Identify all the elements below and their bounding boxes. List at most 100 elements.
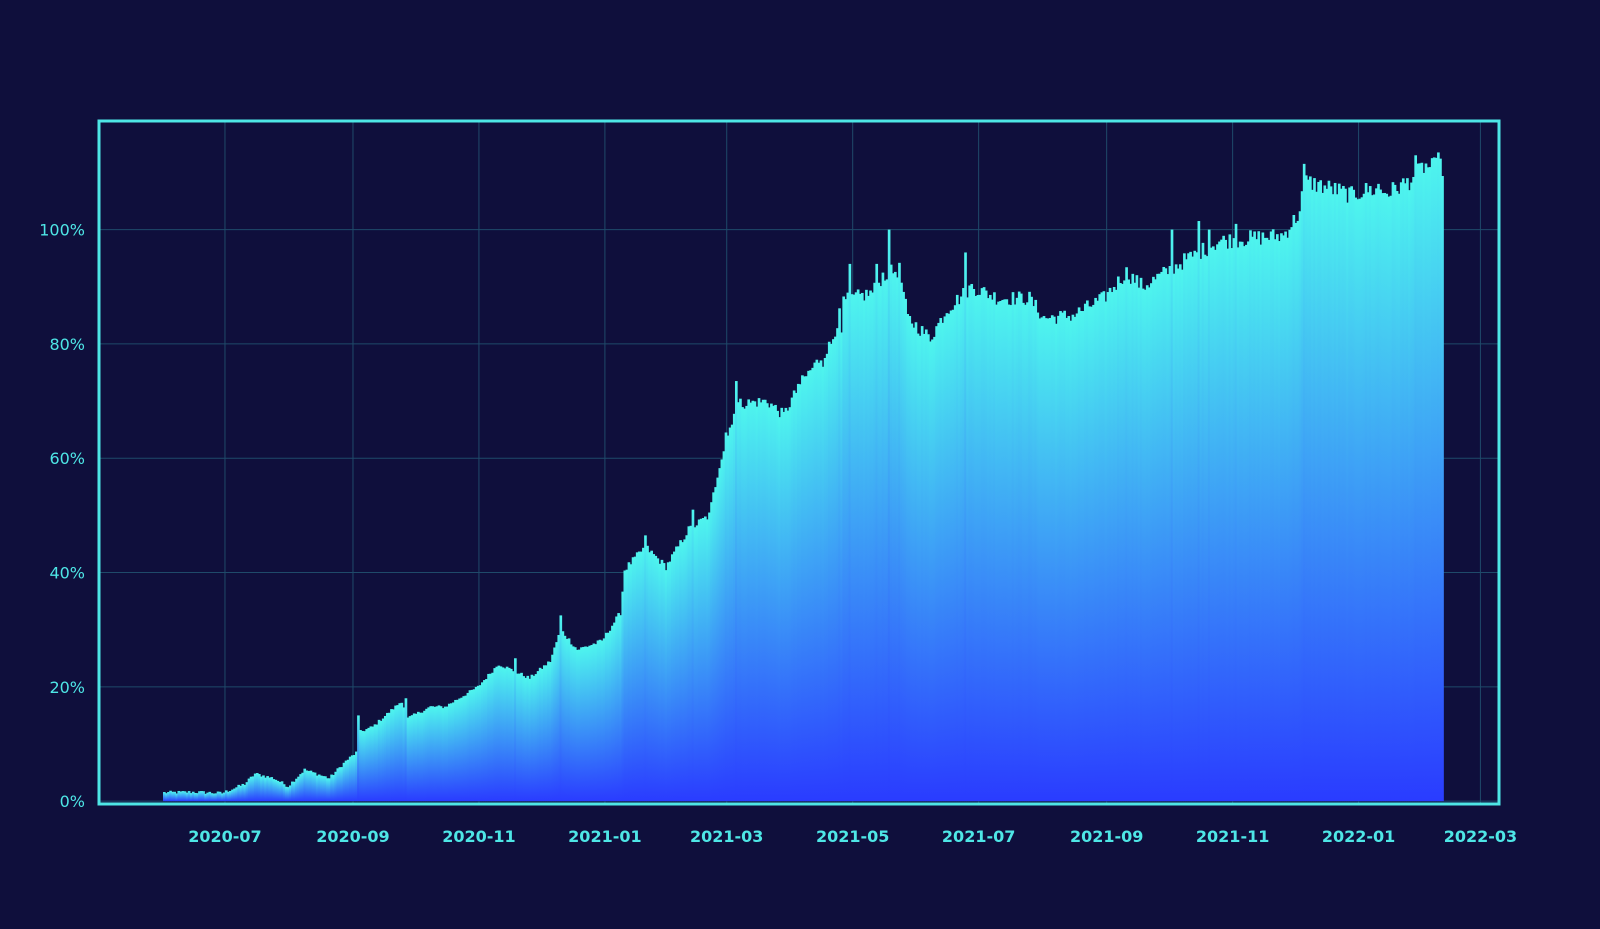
data-bar <box>274 779 278 802</box>
data-bar <box>443 706 447 802</box>
data-bar <box>1185 259 1188 802</box>
data-bar <box>1309 176 1312 802</box>
data-bar <box>1187 253 1190 802</box>
data-bar <box>790 397 794 802</box>
data-bar <box>757 398 761 802</box>
data-bar <box>357 715 360 802</box>
data-bar <box>1432 157 1436 802</box>
data-bar <box>555 642 558 802</box>
data-bar <box>1181 269 1184 802</box>
data-bar <box>460 697 464 802</box>
data-bar <box>567 638 571 802</box>
data-bar <box>466 692 470 802</box>
x-tick-label: 2022-03 <box>1444 827 1517 846</box>
data-bar <box>1090 306 1093 802</box>
data-bar <box>379 720 383 802</box>
data-bar <box>1439 158 1442 802</box>
data-bar <box>879 286 883 802</box>
data-bar <box>699 518 703 802</box>
data-bar <box>390 709 393 802</box>
data-bar <box>1022 302 1025 802</box>
data-bar <box>538 667 542 802</box>
data-bar <box>1346 202 1349 802</box>
data-bar <box>381 718 385 802</box>
data-bar <box>1428 167 1432 802</box>
data-bar <box>547 661 550 802</box>
data-bar <box>774 404 777 802</box>
data-bar <box>468 690 472 802</box>
data-bar <box>427 707 430 802</box>
data-bar <box>825 353 829 802</box>
data-bar <box>883 280 887 802</box>
data-bar <box>966 297 969 802</box>
data-bar <box>1401 178 1405 802</box>
data-bar <box>1069 320 1073 802</box>
data-bar <box>464 695 468 802</box>
data-bar <box>617 613 620 802</box>
data-bar <box>487 673 490 802</box>
data-bar <box>1183 253 1186 802</box>
data-bar <box>635 552 639 802</box>
data-bar <box>497 665 501 802</box>
data-bar <box>586 646 589 802</box>
data-bar <box>575 649 579 802</box>
data-bar <box>1003 299 1007 802</box>
data-bar <box>943 316 947 802</box>
y-tick-label: 60% <box>49 449 85 468</box>
data-bar <box>1354 197 1358 802</box>
data-bar <box>518 673 521 802</box>
data-bar <box>414 713 418 802</box>
data-bar <box>1042 316 1046 802</box>
data-bar <box>284 786 288 802</box>
data-bar <box>383 715 387 802</box>
data-bar <box>765 403 769 802</box>
data-bar <box>865 289 868 802</box>
data-bar <box>1036 312 1040 802</box>
data-bar <box>838 308 841 802</box>
data-bar <box>805 376 808 802</box>
data-bar <box>408 716 412 802</box>
data-bar <box>1240 241 1244 802</box>
data-bar <box>528 678 532 802</box>
data-bar <box>553 647 556 802</box>
data-bar <box>1292 215 1296 802</box>
data-bar <box>799 384 802 802</box>
data-bar <box>819 360 823 802</box>
data-bar <box>1195 252 1199 802</box>
data-bar <box>982 287 986 802</box>
data-bar <box>854 292 858 802</box>
data-bar <box>619 615 623 802</box>
data-bar <box>1410 182 1413 802</box>
data-bar <box>974 295 978 802</box>
data-bar <box>896 277 899 802</box>
data-bar <box>813 362 817 802</box>
data-bar <box>1052 316 1056 802</box>
data-bar <box>1226 248 1230 802</box>
data-bar <box>402 707 406 802</box>
data-bar <box>761 399 765 802</box>
data-bar <box>1139 277 1143 802</box>
data-bar <box>501 667 505 802</box>
data-bar <box>406 717 410 802</box>
data-bar <box>336 768 340 802</box>
data-bar <box>191 791 195 802</box>
data-bar <box>691 509 695 802</box>
data-bar <box>755 406 759 802</box>
data-bar <box>1106 292 1110 802</box>
data-bar <box>363 731 366 802</box>
data-bar <box>1418 163 1422 802</box>
data-bar <box>1348 187 1351 802</box>
data-bar <box>945 313 949 802</box>
data-bar <box>322 776 325 802</box>
data-bar <box>433 706 437 802</box>
data-bar <box>317 774 321 802</box>
data-bar <box>666 562 670 802</box>
data-bar <box>1044 318 1048 802</box>
data-bar <box>1100 292 1104 802</box>
data-bar <box>1242 246 1246 802</box>
data-bar <box>216 791 220 802</box>
data-bar <box>1086 300 1089 802</box>
data-bar <box>1416 163 1420 802</box>
data-bar <box>573 647 577 802</box>
